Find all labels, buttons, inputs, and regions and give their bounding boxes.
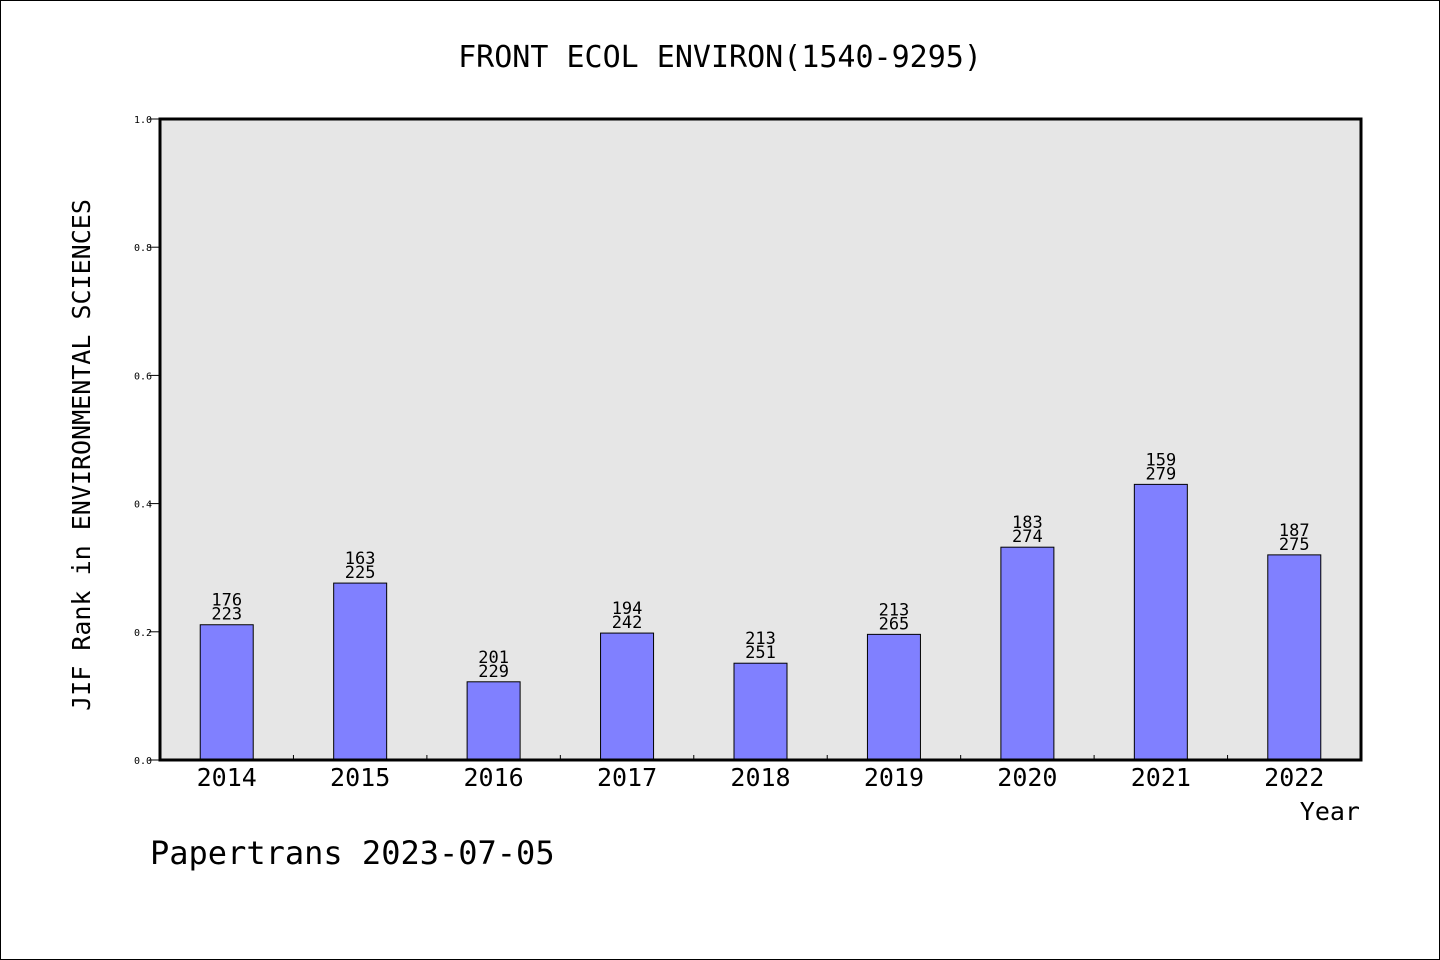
- y-tick-label: 1.0: [134, 115, 152, 126]
- data-label-total: 275: [1279, 535, 1310, 555]
- y-tick-label: 0.4: [134, 500, 152, 511]
- x-tick-label: 2021: [1131, 763, 1191, 792]
- plot-border: [158, 117, 1363, 762]
- data-label-rank: 187: [1279, 521, 1310, 541]
- y-tick-label: 0.0: [134, 756, 152, 767]
- chart-title: FRONT ECOL ENVIRON(1540-9295): [458, 40, 982, 75]
- y-axis: 0.0 0.2 0.4 0.6 0.8 1.0: [134, 115, 160, 767]
- bar-2022: [1267, 554, 1322, 761]
- bar-2018: [733, 662, 788, 761]
- data-label-total: 229: [478, 662, 509, 682]
- bar-2017: [600, 632, 655, 761]
- data-label-rank: 163: [345, 549, 376, 569]
- bar-2019: [866, 633, 921, 761]
- y-tick-label: 0.8: [134, 243, 152, 254]
- x-axis-label: Year: [1300, 797, 1360, 826]
- bar-2021: [1133, 483, 1188, 761]
- bar-2020: [1000, 546, 1055, 761]
- bar-2016: [466, 681, 521, 761]
- y-axis-label: JIF Rank in ENVIRONMENTAL SCIENCES: [67, 199, 96, 711]
- x-tick-label: 2016: [464, 763, 524, 792]
- x-tick-label: 2017: [597, 763, 657, 792]
- data-label-total: 274: [1012, 527, 1043, 547]
- data-label-total: 225: [345, 563, 376, 583]
- data-label-rank: 213: [745, 629, 776, 649]
- y-tick-label: 0.6: [134, 371, 152, 382]
- data-label-total: 265: [879, 614, 910, 634]
- data-label-total: 242: [612, 613, 643, 633]
- x-tick-label: 2022: [1264, 763, 1324, 792]
- x-axis: 2014 2015 2016 2017 2018 2019 2020 2021 2022: [197, 755, 1324, 792]
- x-tick-label: 2015: [330, 763, 390, 792]
- x-tick-label: 2020: [997, 763, 1057, 792]
- data-label-total: 251: [745, 643, 776, 663]
- data-label-total: 279: [1145, 464, 1176, 484]
- data-label-total: 223: [211, 605, 242, 625]
- data-label-rank: 183: [1012, 513, 1043, 533]
- bar-2014: [199, 624, 254, 761]
- x-tick-label: 2018: [730, 763, 790, 792]
- x-tick-label: 2014: [197, 763, 257, 792]
- bar-2015: [333, 582, 388, 761]
- data-label-rank: 159: [1145, 450, 1176, 470]
- x-tick-label: 2019: [864, 763, 924, 792]
- data-label-rank: 176: [211, 591, 242, 611]
- bars-group: 1762231632252012291942422132512132651832…: [199, 450, 1322, 761]
- data-label-rank: 213: [879, 600, 910, 620]
- data-label-rank: 194: [612, 599, 643, 619]
- data-label-rank: 201: [478, 648, 509, 668]
- footer-text: Papertrans 2023-07-05: [150, 834, 555, 872]
- y-tick-label: 0.2: [134, 628, 152, 639]
